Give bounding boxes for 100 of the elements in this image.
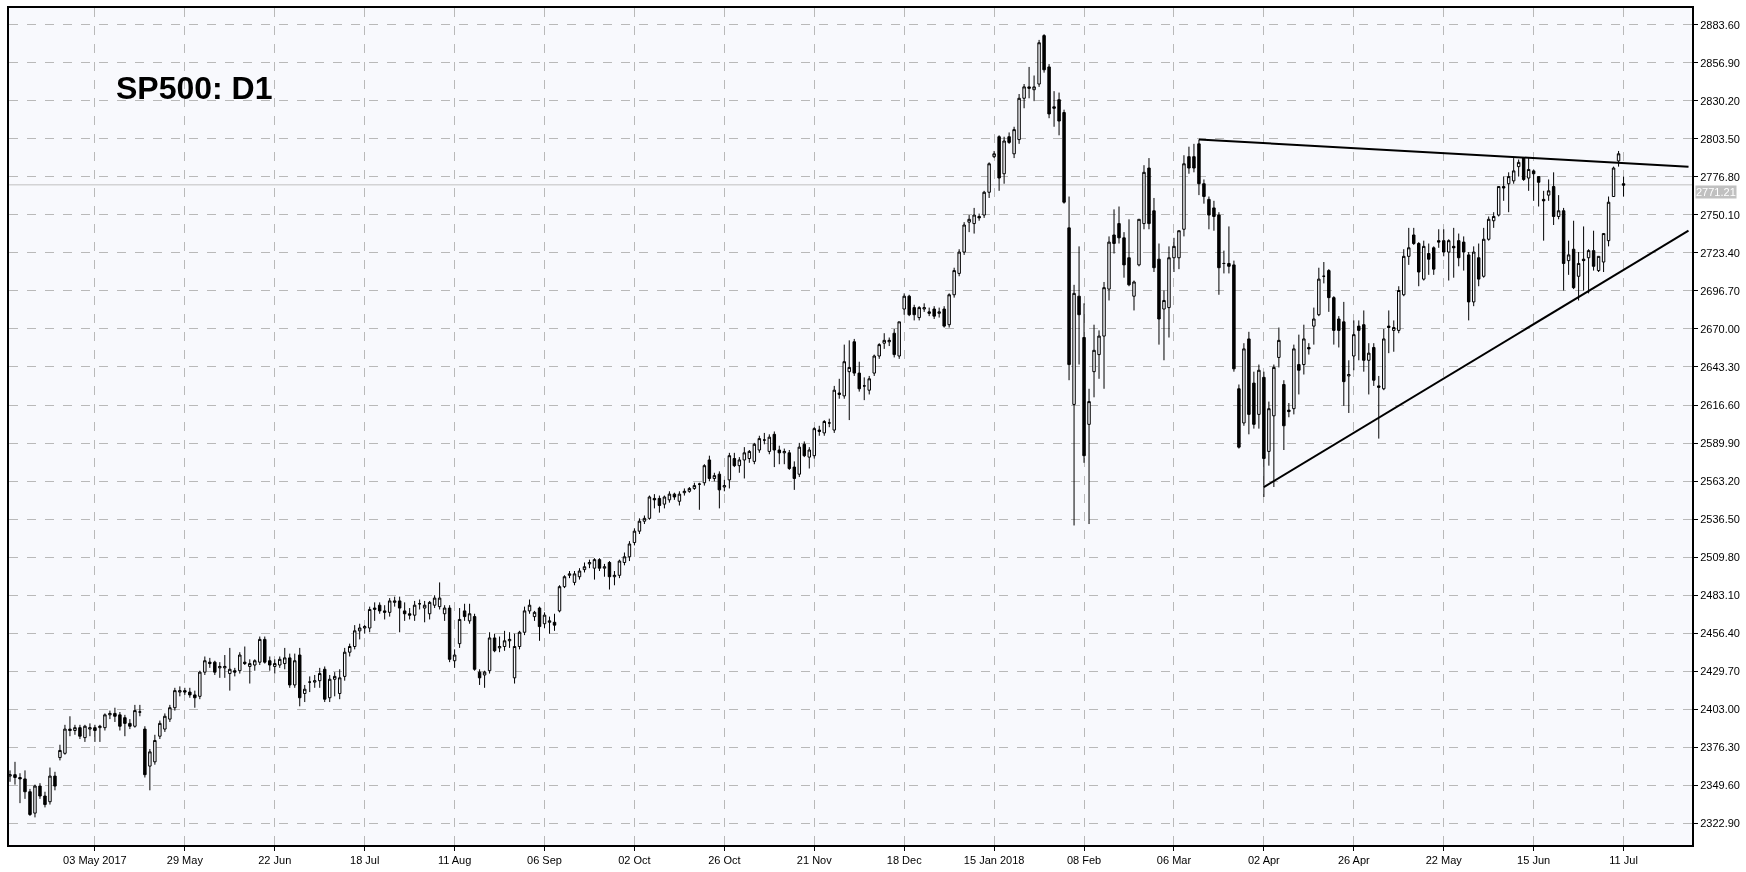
y-tick-label: 2563.20 [1700, 474, 1740, 487]
candlestick [617, 559, 622, 579]
candlestick [592, 557, 597, 581]
candlestick [462, 603, 467, 622]
candlestick [572, 570, 577, 586]
candlestick [1581, 225, 1586, 292]
y-tick-label: 2456.40 [1700, 626, 1740, 639]
y-tick-label: 2483.10 [1700, 588, 1740, 601]
candlestick [662, 495, 667, 509]
y-tick-label: 2856.90 [1700, 56, 1740, 69]
candlestick [582, 561, 587, 573]
x-tick-label: 06 Mar [1156, 854, 1192, 867]
candlestick [1566, 240, 1571, 276]
candlestick [437, 581, 442, 610]
candlestick [542, 611, 547, 629]
candlestick [667, 490, 672, 504]
y-tick-label: 2429.70 [1700, 664, 1740, 677]
candlestick [627, 540, 632, 562]
candlestick [677, 490, 682, 507]
x-tick-label: 18 Dec [886, 854, 923, 867]
y-tick-label: 2589.90 [1700, 436, 1740, 449]
candlestick [697, 482, 702, 511]
x-tick-label: 02 Oct [618, 854, 651, 867]
y-tick-label: 2403.00 [1700, 703, 1740, 715]
candlestick [577, 567, 582, 581]
candlestick [1352, 319, 1356, 371]
y-tick-label: 2696.70 [1700, 284, 1740, 297]
y-tick-label: 2643.30 [1700, 360, 1740, 373]
candlestick [862, 376, 866, 401]
x-tick-label: 29 May [166, 854, 204, 867]
candlestick [532, 610, 537, 622]
candlestick [487, 631, 492, 675]
candlestick [597, 557, 602, 572]
candlestick [482, 670, 487, 689]
candlestick [672, 493, 677, 501]
candlestick [612, 570, 617, 586]
candlestick [512, 633, 517, 685]
candlestick [682, 487, 687, 497]
candlestick [507, 631, 512, 649]
candlestick [1591, 230, 1596, 272]
candlestick [657, 495, 662, 514]
candlestick [637, 517, 642, 535]
y-tick-label: 2349.60 [1700, 779, 1740, 792]
candlestick [1561, 207, 1566, 292]
candlestick [492, 633, 497, 653]
x-tick-label: 11 Jul [1609, 854, 1638, 867]
candlestick [497, 636, 502, 653]
candlestick [527, 599, 532, 615]
candlestick [1541, 190, 1546, 242]
candlestick [727, 452, 732, 489]
candlestick [1277, 327, 1281, 368]
x-tick-label: 02 Apr [1247, 854, 1281, 867]
ref-line-label: 2771.21 [1696, 186, 1736, 198]
candlestick [457, 607, 462, 649]
y-tick-label: 2670.00 [1700, 322, 1740, 335]
candlestick [1317, 267, 1321, 317]
x-tick-label: 22 May [1425, 854, 1463, 867]
candlestick [1576, 251, 1581, 301]
candlestick [467, 603, 472, 625]
candlestick [867, 375, 871, 395]
x-tick-label: 15 Jan 2018 [963, 854, 1025, 867]
candlestick [452, 648, 457, 669]
x-tick-label: 06 Sep [527, 854, 562, 867]
candlestick [1571, 220, 1576, 290]
y-tick-label: 2803.50 [1700, 132, 1740, 145]
x-tick-label: 11 Aug [437, 854, 472, 867]
candlestick [562, 574, 567, 589]
candlestick [692, 482, 697, 489]
x-tick-label: 22 Jun [258, 854, 292, 867]
candlestick [477, 668, 482, 686]
candlestick [1222, 250, 1226, 274]
y-tick-label: 2322.90 [1700, 817, 1740, 830]
candlestick [602, 563, 607, 578]
candlestick [1621, 176, 1626, 198]
y-tick-label: 2750.10 [1700, 208, 1740, 221]
candlestick [1312, 307, 1316, 346]
x-tick-label: 21 Nov [796, 854, 833, 867]
candlestick [717, 470, 722, 509]
candlestick [707, 455, 712, 482]
y-tick-label: 2616.60 [1700, 398, 1740, 411]
x-tick-label: 18 Jul [350, 854, 380, 867]
y-tick-label: 2830.20 [1700, 94, 1740, 107]
candlestick [537, 606, 542, 642]
y-tick-label: 2723.40 [1700, 246, 1740, 259]
candlestick [337, 668, 342, 700]
candlestick [442, 604, 447, 622]
x-tick-label: 15 Jun [1517, 854, 1551, 867]
candlestick [412, 600, 417, 622]
candlestick [642, 515, 647, 525]
x-tick-label: 03 May 2017 [63, 854, 127, 867]
candlestick [1322, 261, 1326, 284]
candlestick [622, 552, 627, 566]
x-tick-label: 26 Oct [708, 854, 741, 867]
candlestick [1551, 171, 1556, 226]
candlestick [557, 584, 562, 613]
candlestick [1536, 176, 1541, 207]
candlestick [308, 675, 312, 693]
candlestick [502, 630, 507, 652]
y-tick-label: 2509.80 [1700, 550, 1740, 563]
candlestick [1601, 233, 1606, 273]
